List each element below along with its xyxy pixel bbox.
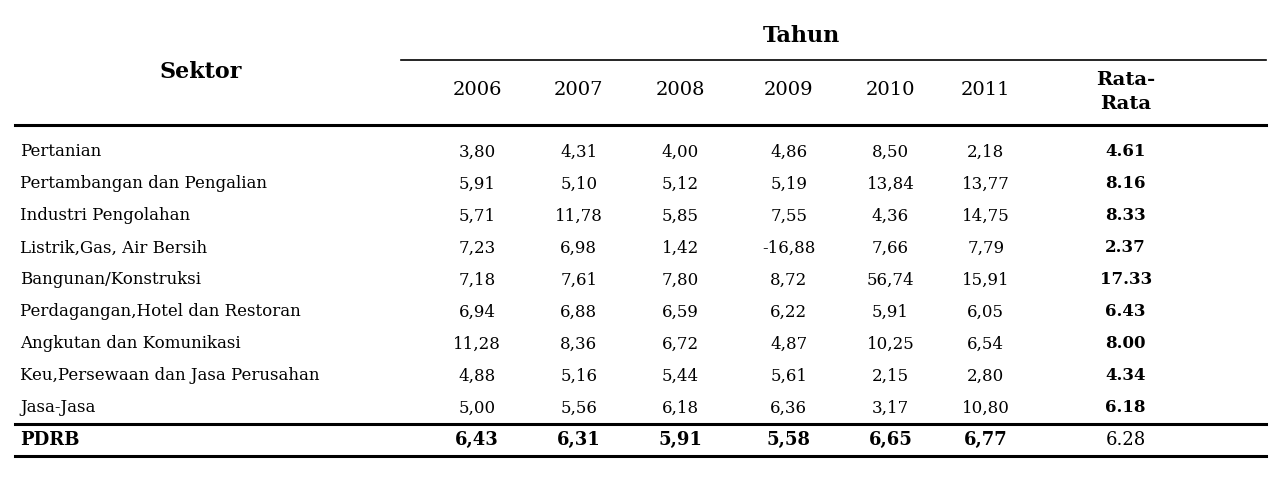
Text: 4,36: 4,36: [871, 207, 909, 225]
Text: 6,77: 6,77: [964, 431, 1007, 449]
Text: 17.33: 17.33: [1099, 272, 1152, 288]
Text: 6,43: 6,43: [455, 431, 499, 449]
Text: 6,22: 6,22: [770, 303, 808, 321]
Text: 11,78: 11,78: [555, 207, 603, 225]
Text: 5,16: 5,16: [560, 368, 598, 384]
Text: 13,84: 13,84: [866, 176, 915, 192]
Text: 2006: 2006: [453, 81, 501, 99]
Text: 7,23: 7,23: [458, 240, 496, 256]
Text: 5,58: 5,58: [767, 431, 810, 449]
Text: 13,77: 13,77: [962, 176, 1010, 192]
Text: 10,25: 10,25: [866, 336, 915, 352]
Text: 7,18: 7,18: [458, 272, 496, 288]
Text: 6,36: 6,36: [770, 399, 808, 417]
Text: 2,18: 2,18: [967, 144, 1005, 160]
Text: 3,17: 3,17: [871, 399, 909, 417]
Text: 8.00: 8.00: [1105, 336, 1146, 352]
Text: 5,91: 5,91: [659, 431, 702, 449]
Text: Sektor: Sektor: [159, 61, 242, 83]
Text: 2007: 2007: [555, 81, 603, 99]
Text: 6,31: 6,31: [557, 431, 600, 449]
Text: 6,94: 6,94: [458, 303, 496, 321]
Text: 11,28: 11,28: [453, 336, 501, 352]
Text: 5,91: 5,91: [871, 303, 909, 321]
Text: 6,18: 6,18: [661, 399, 700, 417]
Text: 7,80: 7,80: [661, 272, 700, 288]
Text: 7,79: 7,79: [967, 240, 1005, 256]
Text: 8.33: 8.33: [1105, 207, 1146, 225]
Text: 2010: 2010: [866, 81, 915, 99]
Text: Perdagangan,Hotel dan Restoran: Perdagangan,Hotel dan Restoran: [20, 303, 301, 321]
Text: 7,66: 7,66: [871, 240, 909, 256]
Text: Tahun: Tahun: [763, 25, 840, 47]
Text: 8,72: 8,72: [770, 272, 808, 288]
Text: 5,71: 5,71: [458, 207, 496, 225]
Text: 1,42: 1,42: [661, 240, 700, 256]
Text: 6,98: 6,98: [560, 240, 598, 256]
Text: 4,88: 4,88: [458, 368, 496, 384]
Text: Industri Pengolahan: Industri Pengolahan: [20, 207, 191, 225]
Text: 14,75: 14,75: [962, 207, 1010, 225]
Text: PDRB: PDRB: [20, 431, 80, 449]
Text: 56,74: 56,74: [866, 272, 915, 288]
Text: Pertambangan dan Pengalian: Pertambangan dan Pengalian: [20, 176, 267, 192]
Text: 2008: 2008: [656, 81, 705, 99]
Text: 10,80: 10,80: [962, 399, 1010, 417]
Text: 2,15: 2,15: [871, 368, 909, 384]
Text: 15,91: 15,91: [962, 272, 1010, 288]
Text: Rata: Rata: [1100, 96, 1151, 113]
Text: Jasa-Jasa: Jasa-Jasa: [20, 399, 95, 417]
Text: -16,88: -16,88: [762, 240, 815, 256]
Text: 6,54: 6,54: [967, 336, 1005, 352]
Text: 4.61: 4.61: [1105, 144, 1146, 160]
Text: 4,00: 4,00: [661, 144, 700, 160]
Text: 6,65: 6,65: [869, 431, 912, 449]
Text: 2.37: 2.37: [1105, 240, 1146, 256]
Text: 5,91: 5,91: [458, 176, 496, 192]
Text: 7,55: 7,55: [770, 207, 808, 225]
Text: 4.34: 4.34: [1105, 368, 1146, 384]
Text: 5,19: 5,19: [770, 176, 808, 192]
Text: 6.43: 6.43: [1105, 303, 1146, 321]
Text: 5,44: 5,44: [661, 368, 700, 384]
Text: 8,50: 8,50: [871, 144, 909, 160]
Text: 8,36: 8,36: [560, 336, 598, 352]
Text: Keu,Persewaan dan Jasa Perusahan: Keu,Persewaan dan Jasa Perusahan: [20, 368, 319, 384]
Text: 4,31: 4,31: [560, 144, 598, 160]
Text: Listrik,Gas, Air Bersih: Listrik,Gas, Air Bersih: [20, 240, 207, 256]
Text: 5,10: 5,10: [560, 176, 598, 192]
Text: 6,05: 6,05: [967, 303, 1005, 321]
Text: 4,86: 4,86: [770, 144, 808, 160]
Text: 2011: 2011: [962, 81, 1010, 99]
Text: 6,88: 6,88: [560, 303, 598, 321]
Text: Rata-: Rata-: [1096, 72, 1155, 89]
Text: 6,72: 6,72: [661, 336, 700, 352]
Text: 6.18: 6.18: [1105, 399, 1146, 417]
Text: 8.16: 8.16: [1105, 176, 1146, 192]
Text: 2009: 2009: [763, 81, 814, 99]
Text: 2,80: 2,80: [967, 368, 1005, 384]
Text: 5,56: 5,56: [561, 399, 597, 417]
Text: 3,80: 3,80: [458, 144, 496, 160]
Text: 4,87: 4,87: [770, 336, 808, 352]
Text: Pertanian: Pertanian: [20, 144, 102, 160]
Text: 7,61: 7,61: [560, 272, 598, 288]
Text: 5,00: 5,00: [458, 399, 496, 417]
Text: 6,59: 6,59: [663, 303, 698, 321]
Text: Bangunan/Konstruksi: Bangunan/Konstruksi: [20, 272, 201, 288]
Text: 5,85: 5,85: [661, 207, 700, 225]
Text: 5,61: 5,61: [770, 368, 808, 384]
Text: 6.28: 6.28: [1105, 431, 1146, 449]
Text: Angkutan dan Komunikasi: Angkutan dan Komunikasi: [20, 336, 240, 352]
Text: 5,12: 5,12: [661, 176, 700, 192]
